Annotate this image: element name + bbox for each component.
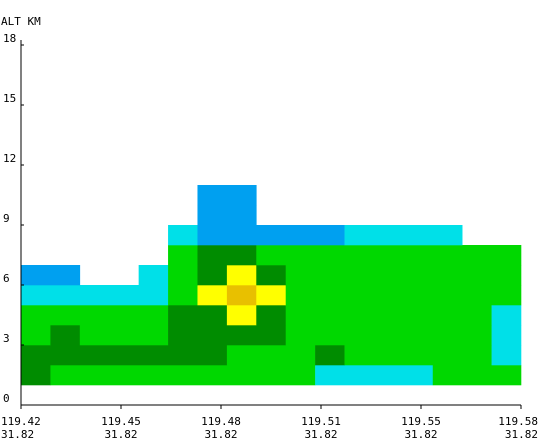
heatmap-cell: [286, 305, 492, 325]
y-tick-label: 15: [3, 92, 16, 105]
x-tick-label-lat: 31.82: [1, 428, 34, 440]
heatmap-cell: [197, 245, 256, 265]
heatmap-cell: [256, 285, 286, 305]
heatmap-cell: [227, 285, 257, 305]
heatmap-cell: [492, 345, 522, 365]
heatmap-cell: [286, 265, 522, 285]
heatmap-cell: [197, 205, 256, 225]
y-tick-label: 3: [3, 332, 10, 345]
y-tick-label: 12: [3, 152, 16, 165]
y-tick-label: 0: [3, 392, 10, 405]
heatmap-cell: [227, 345, 316, 365]
heatmap-cell: [21, 365, 51, 385]
heatmap-cell: [315, 345, 345, 365]
y-tick-label: 6: [3, 272, 10, 285]
heatmap-cell: [21, 345, 227, 365]
heatmap-cell: [256, 265, 286, 285]
heatmap-cell: [21, 325, 51, 345]
heatmap-cell: [168, 245, 198, 265]
x-tick-label-lon: 119.55: [401, 415, 441, 428]
heatmap-cell: [345, 345, 492, 365]
heatmap-cell: [139, 265, 169, 285]
x-tick-label-lat: 31.82: [304, 428, 337, 440]
heatmap-cell: [21, 265, 80, 285]
heatmap-cell: [50, 365, 315, 385]
heatmap-cell: [256, 245, 521, 265]
heatmap-cell: [80, 325, 169, 345]
x-tick-label-lon: 119.58: [498, 415, 538, 428]
heatmap-cell: [168, 305, 227, 325]
heatmap-cell: [227, 305, 257, 325]
heatmap-cell: [256, 305, 286, 325]
heatmap-cell: [345, 225, 463, 245]
heatmap-cell: [21, 285, 168, 305]
y-axis-label: ALT KM: [1, 15, 41, 28]
x-tick-label-lat: 31.82: [404, 428, 437, 440]
x-tick-label-lat: 31.82: [505, 428, 538, 440]
heatmap-cell: [168, 285, 198, 305]
heatmap-cell: [433, 365, 522, 385]
heatmap-cell: [197, 225, 344, 245]
heatmap-cell: [197, 285, 227, 305]
heatmap-cell: [197, 185, 256, 205]
heatmap-cell: [50, 325, 80, 345]
x-tick-label-lat: 31.82: [204, 428, 237, 440]
x-tick-label-lat: 31.82: [104, 428, 137, 440]
x-tick-label-lon: 119.48: [201, 415, 241, 428]
heatmap-cell: [168, 265, 198, 285]
x-tick-label-lon: 119.42: [1, 415, 41, 428]
y-tick-label: 18: [3, 32, 16, 45]
heatmap-cell: [168, 325, 286, 345]
heatmap-cell: [492, 305, 522, 325]
heatmap-cell: [21, 305, 168, 325]
heatmap-cell: [315, 365, 433, 385]
x-tick-label-lon: 119.45: [101, 415, 141, 428]
heatmap-cells: [21, 185, 521, 385]
heatmap-cell: [492, 325, 522, 345]
x-tick-label-lon: 119.51: [301, 415, 341, 428]
heatmap-cell: [286, 325, 492, 345]
heatmap-cell: [168, 225, 198, 245]
heatmap-cell: [227, 265, 257, 285]
heatmap-cell: [197, 265, 227, 285]
heatmap-cell: [286, 285, 522, 305]
y-tick-label: 9: [3, 212, 10, 225]
